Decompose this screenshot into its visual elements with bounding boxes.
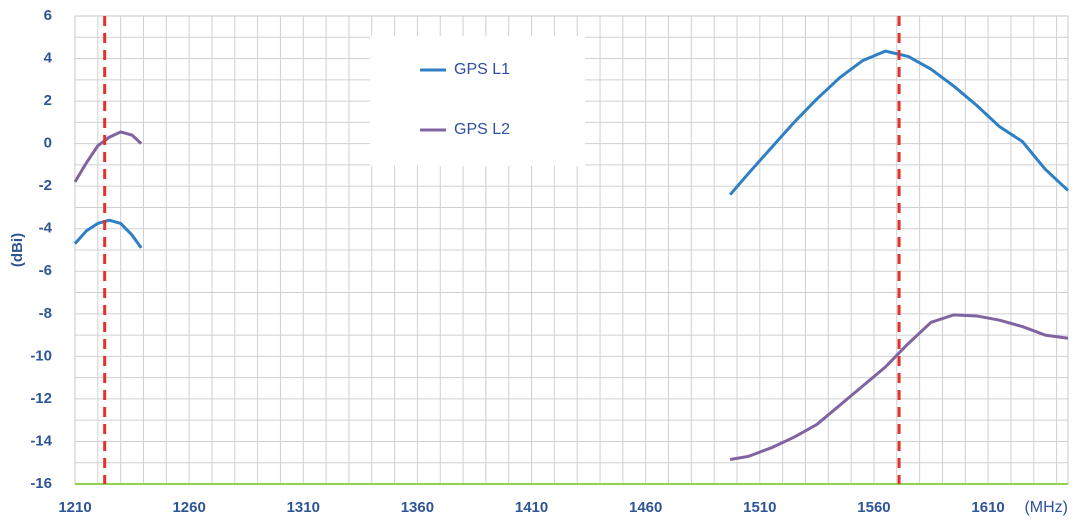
y-tick-label: 2 (44, 92, 52, 109)
y-tick-label: -8 (39, 305, 52, 322)
y-axis-label: (dBi) (9, 233, 26, 267)
y-tick-label: 0 (44, 135, 52, 152)
y-tick-label: -4 (39, 220, 53, 237)
x-tick-label: 1510 (743, 499, 776, 516)
x-tick-label: 1610 (971, 499, 1004, 516)
y-tick-label: 6 (44, 7, 52, 24)
legend-label: GPS L2 (454, 121, 510, 138)
line-series (73, 49, 1070, 249)
y-tick-label: -10 (30, 347, 52, 364)
y-tick-label: -2 (39, 177, 52, 194)
y-tick-label: -16 (30, 475, 52, 492)
y-tick-label: -12 (30, 390, 52, 407)
legend-label: GPS L1 (454, 61, 510, 78)
y-tick-label: -6 (39, 262, 52, 279)
x-tick-label: 1310 (287, 499, 320, 516)
x-tick-label: 1260 (172, 499, 205, 516)
x-tick-label: 1410 (515, 499, 548, 516)
line-series (73, 130, 1069, 462)
x-tick-label: 1560 (857, 499, 890, 516)
x-tick-label: 1460 (629, 499, 662, 516)
legend-box (370, 36, 585, 166)
x-tick-label: 1210 (58, 499, 91, 516)
x-axis-label: (MHz) (1024, 499, 1068, 516)
x-tick-label: 1360 (401, 499, 434, 516)
y-tick-label: -14 (30, 432, 52, 449)
y-tick-label: 4 (44, 50, 53, 67)
